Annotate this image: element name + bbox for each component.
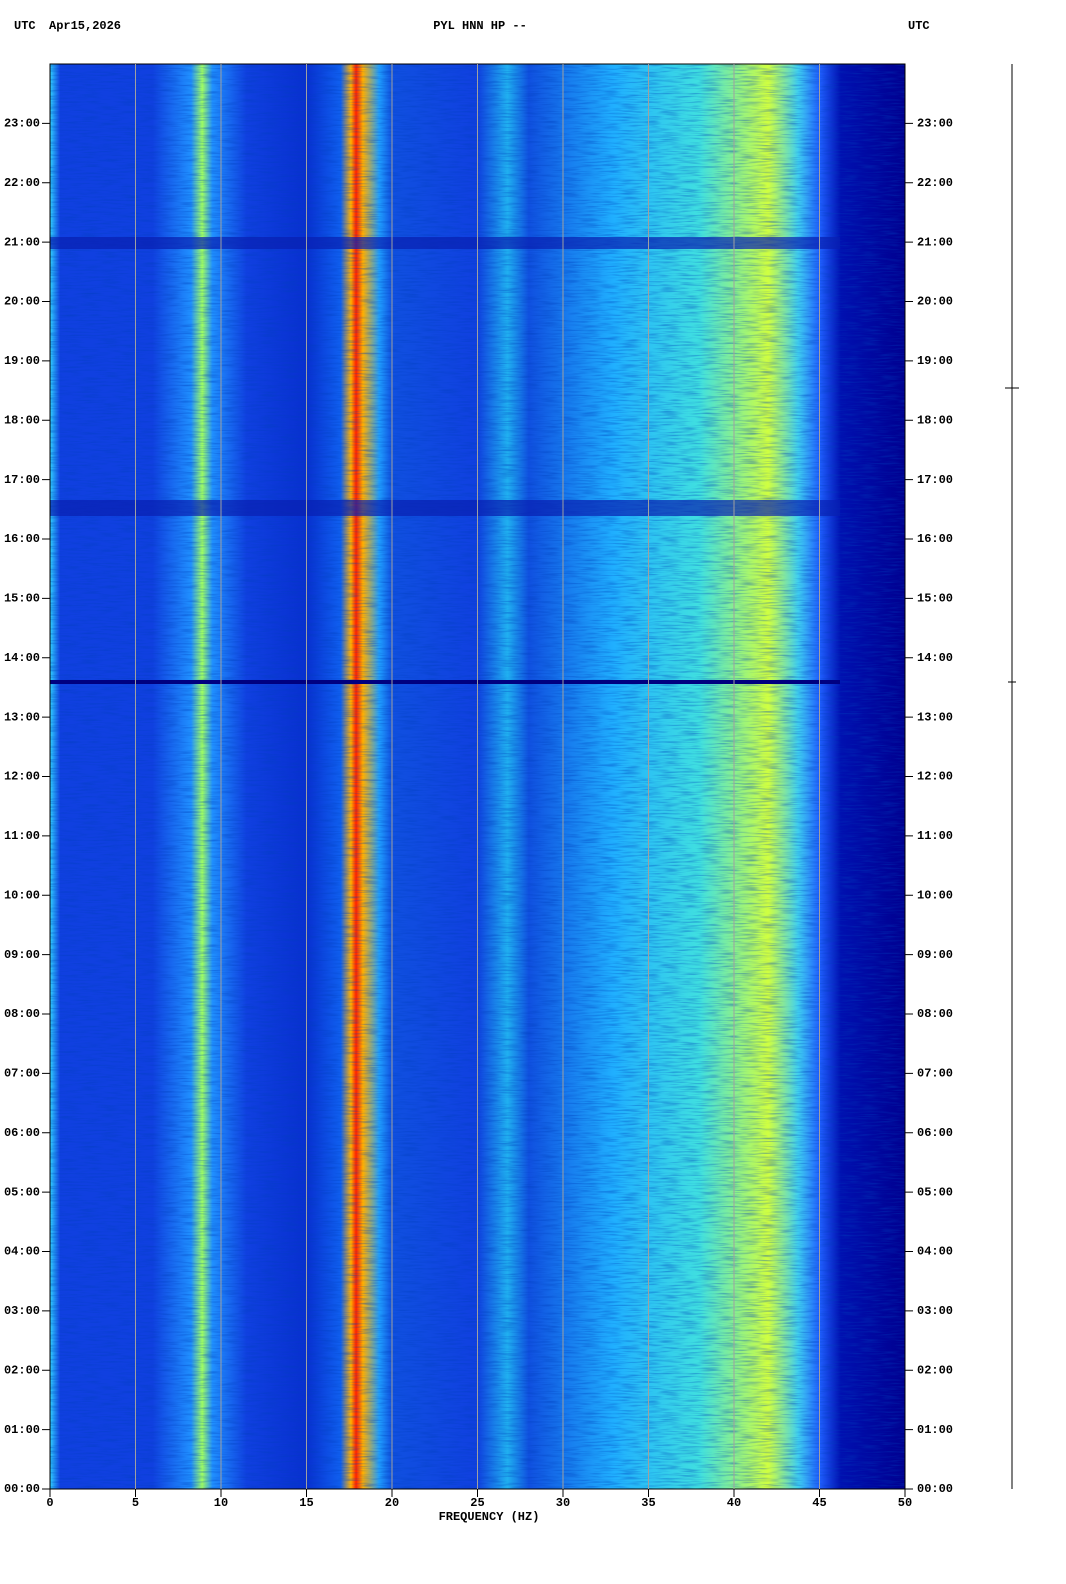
y-tick-label: 19:00 (4, 354, 40, 368)
y-tick-label: 11:00 (4, 829, 40, 843)
x-tick-label: 50 (898, 1496, 912, 1510)
y-tick-label: 17:00 (4, 473, 40, 487)
y-tick-label: 15:00 (4, 592, 40, 606)
x-tick-label: 25 (470, 1496, 484, 1510)
y-tick-label: 19:00 (917, 354, 953, 368)
y-tick-label: 08:00 (917, 1007, 953, 1021)
y-tick-label: 17:00 (917, 473, 953, 487)
y-tick-label: 10:00 (4, 888, 40, 902)
y-tick-label: 09:00 (917, 948, 953, 962)
y-tick-label: 13:00 (4, 710, 40, 724)
y-tick-label: 07:00 (4, 1067, 40, 1081)
y-tick-label: 18:00 (4, 413, 40, 427)
y-tick-label: 03:00 (4, 1304, 40, 1318)
y-tick-label: 21:00 (4, 235, 40, 249)
y-tick-label: 23:00 (917, 117, 953, 131)
y-tick-label: 20:00 (4, 295, 40, 309)
y-tick-label: 14:00 (917, 651, 953, 665)
y-tick-label: 02:00 (917, 1363, 953, 1377)
y-tick-label: 05:00 (4, 1185, 40, 1199)
y-tick-label: 03:00 (917, 1304, 953, 1318)
x-tick-label: 20 (385, 1496, 399, 1510)
date: Apr15,2026 (49, 19, 121, 33)
y-tick-label: 11:00 (917, 829, 953, 843)
header-left: UTC (14, 19, 36, 33)
x-tick-label: 5 (132, 1496, 139, 1510)
y-tick-label: 06:00 (917, 1126, 953, 1140)
y-tick-label: 12:00 (917, 770, 953, 784)
header-right: UTC (908, 19, 930, 33)
y-tick-label: 00:00 (917, 1482, 953, 1496)
y-tick-label: 18:00 (917, 413, 953, 427)
y-tick-label: 14:00 (4, 651, 40, 665)
y-tick-label: 01:00 (4, 1423, 40, 1437)
chart-title: PYL HNN HP -- (433, 19, 527, 33)
x-tick-label: 35 (641, 1496, 655, 1510)
y-tick-label: 12:00 (4, 770, 40, 784)
y-tick-label: 22:00 (917, 176, 953, 190)
x-tick-label: 10 (214, 1496, 228, 1510)
y-tick-label: 09:00 (4, 948, 40, 962)
x-tick-label: 45 (812, 1496, 826, 1510)
y-tick-label: 13:00 (917, 710, 953, 724)
y-tick-label: 16:00 (4, 532, 40, 546)
y-tick-label: 04:00 (917, 1245, 953, 1259)
y-tick-label: 05:00 (917, 1185, 953, 1199)
y-tick-label: 08:00 (4, 1007, 40, 1021)
y-tick-label: 23:00 (4, 117, 40, 131)
y-tick-label: 20:00 (917, 295, 953, 309)
x-axis-label: FREQUENCY (HZ) (439, 1510, 540, 1524)
scale-bar (1005, 64, 1019, 1489)
quiet-band (50, 237, 840, 249)
y-tick-label: 07:00 (917, 1067, 953, 1081)
x-tick-label: 30 (556, 1496, 570, 1510)
x-tick-label: 15 (299, 1496, 313, 1510)
x-tick-label: 40 (727, 1496, 741, 1510)
y-tick-label: 21:00 (917, 235, 953, 249)
y-tick-label: 01:00 (917, 1423, 953, 1437)
x-tick-label: 0 (46, 1496, 53, 1510)
y-tick-label: 16:00 (917, 532, 953, 546)
y-tick-label: 04:00 (4, 1245, 40, 1259)
y-tick-label: 10:00 (917, 888, 953, 902)
y-tick-label: 22:00 (4, 176, 40, 190)
y-tick-label: 15:00 (917, 592, 953, 606)
quiet-band (50, 500, 840, 516)
quiet-band (50, 680, 840, 684)
y-tick-label: 06:00 (4, 1126, 40, 1140)
y-tick-label: 02:00 (4, 1363, 40, 1377)
y-tick-label: 00:00 (4, 1482, 40, 1496)
